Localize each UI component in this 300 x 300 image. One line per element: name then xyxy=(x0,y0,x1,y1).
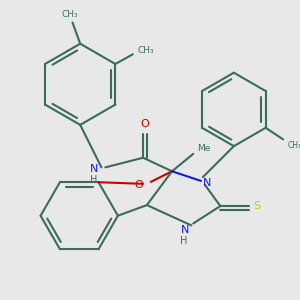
Text: O: O xyxy=(141,119,149,129)
Text: H: H xyxy=(180,236,187,246)
Text: N: N xyxy=(202,178,211,188)
Text: N: N xyxy=(89,164,98,174)
Text: CH₃: CH₃ xyxy=(288,141,300,150)
Text: N: N xyxy=(182,225,190,235)
Text: O: O xyxy=(135,180,143,190)
Text: CH₃: CH₃ xyxy=(138,46,154,55)
Text: S: S xyxy=(254,201,261,211)
Text: CH₃: CH₃ xyxy=(61,10,78,19)
Text: H: H xyxy=(90,175,98,185)
Text: Me: Me xyxy=(197,144,211,153)
